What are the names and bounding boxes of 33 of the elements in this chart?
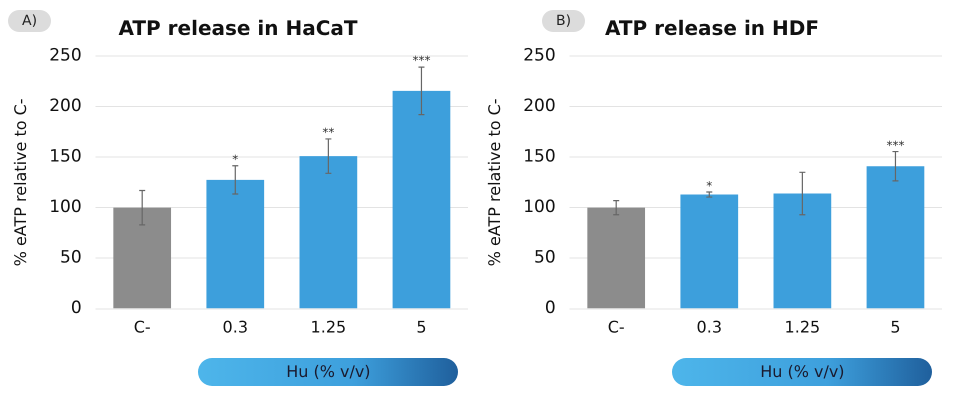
x-tick-label: 1.25 [784, 318, 820, 337]
y-tick-label: 100 [523, 197, 556, 218]
text: A) [8, 10, 52, 32]
y-tick-label: 250 [49, 45, 82, 66]
y-tick-label: 200 [523, 96, 556, 116]
chart-title: ATP release in HDF [604, 16, 820, 40]
y-tick-label: 100 [49, 197, 82, 218]
annotation: ** [322, 126, 334, 140]
y-tick-label: 150 [49, 146, 82, 167]
annotation: * [232, 152, 238, 167]
x-tick-label: 5 [416, 318, 427, 337]
x-tick-label: 1.25 [310, 318, 346, 337]
y-tick-label: 250 [523, 45, 556, 66]
x-tick-label: 0.3 [222, 318, 248, 337]
annotation: *** [412, 54, 430, 68]
annotation: * [706, 179, 712, 194]
y-tick-label: 50 [60, 248, 82, 268]
x-axis-title: Hu (% v/v) [198, 358, 458, 386]
y-tick-label: 0 [544, 298, 556, 318]
y-tick-label: 150 [523, 146, 556, 167]
y-tick-label: 0 [70, 298, 82, 318]
y-tick-label: 200 [49, 96, 82, 116]
text: B) [542, 10, 586, 32]
x-tick-label: C- [608, 318, 625, 337]
x-axis-title: Hu (% v/v) [672, 358, 932, 386]
chart-title: ATP release in HaCaT [118, 16, 358, 40]
annotation: *** [886, 138, 904, 153]
y-axis-title: % eATP relative to C- [484, 98, 504, 266]
x-tick-label: 0.3 [696, 318, 722, 337]
x-tick-label: C- [134, 318, 151, 337]
x-tick-label: 5 [890, 318, 901, 337]
y-axis-title: % eATP relative to C- [10, 98, 30, 266]
y-tick-label: 50 [534, 248, 556, 268]
